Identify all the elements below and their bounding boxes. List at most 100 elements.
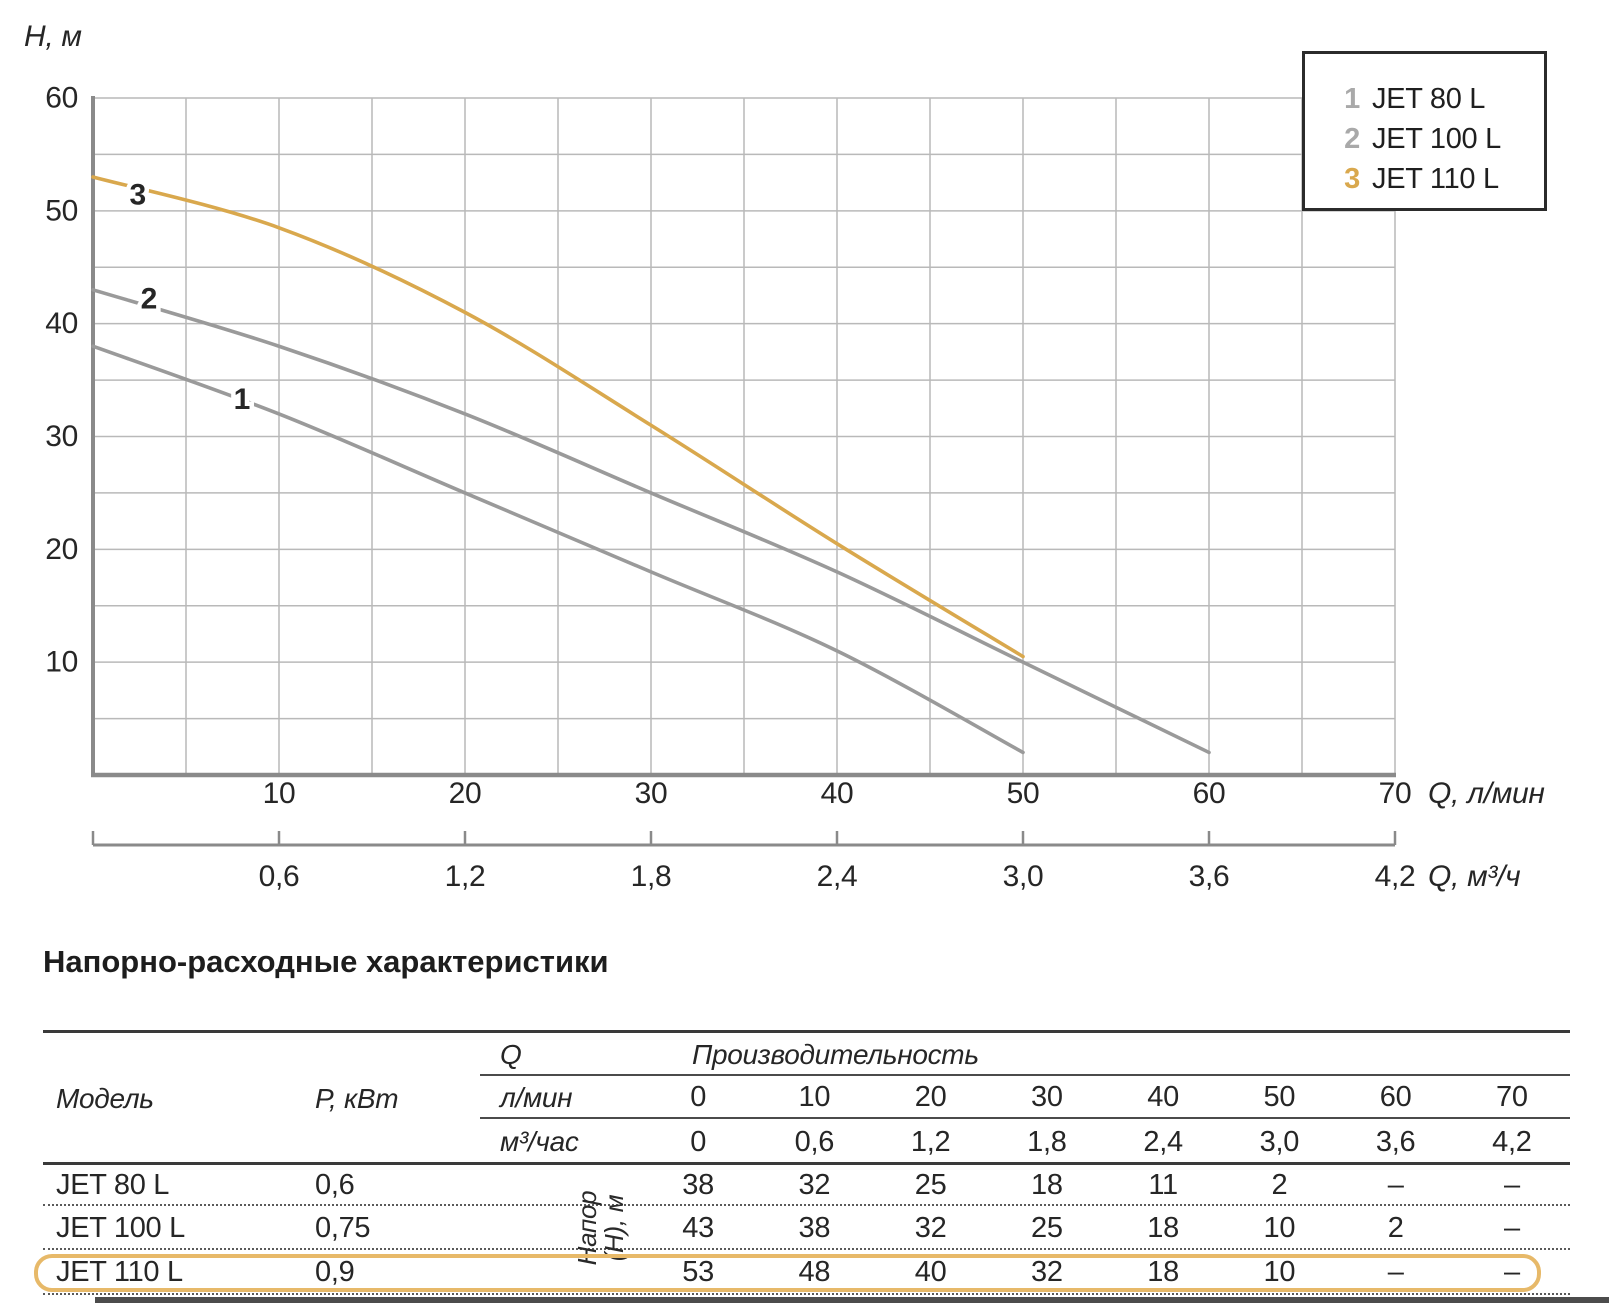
rotated-head-label-line2: (Н), м: [599, 1194, 629, 1262]
header-rule-under-lmin: [480, 1076, 1570, 1119]
y-tick-label: 30: [45, 420, 78, 453]
x-secondary-tick-label: 0,6: [259, 860, 300, 893]
head-value-cell: –: [1503, 1256, 1520, 1288]
lmin-value: 60: [1379, 1081, 1412, 1113]
legend-series-label: JET 80 L: [1372, 83, 1486, 115]
grid-lines: [93, 97, 1396, 775]
y-tick-label: 50: [45, 194, 78, 227]
y-axis-title: Н, м: [24, 20, 82, 53]
y-tick-label: 40: [45, 307, 78, 340]
row-header-m3h: м³/час: [500, 1126, 579, 1157]
model-cell: JET 100 L: [56, 1211, 185, 1244]
lmin-value: 0: [690, 1081, 707, 1113]
x-tick-label: 10: [263, 777, 296, 810]
head-value-cell: –: [1387, 1169, 1404, 1201]
x-tick-label: 30: [635, 777, 668, 810]
x-axis-primary-title: Q, л/мин: [1428, 777, 1545, 810]
col-header-capacity: Производительность: [692, 1038, 979, 1070]
legend-item-jet-80-l: 1 JET 80 L: [1342, 79, 1544, 119]
lmin-value: 10: [798, 1081, 831, 1113]
head-value-cell: 43: [682, 1211, 714, 1244]
legend-series-label: JET 110 L: [1372, 163, 1499, 195]
curve-jet-110-l: [91, 175, 1025, 659]
col-header-q: Q: [500, 1038, 522, 1070]
x-tick-label: 50: [1007, 777, 1040, 810]
head-value-cell: 18: [1147, 1256, 1179, 1288]
x-axis-secondary-title: Q, м³/ч: [1428, 860, 1520, 893]
curve-label-jet-80-l: 1: [234, 383, 250, 416]
head-value-cell: 40: [914, 1256, 947, 1288]
head-value-cell: 38: [682, 1169, 714, 1201]
x-secondary-tick-label: 1,2: [445, 860, 486, 893]
m3h-value: 1,2: [910, 1125, 951, 1158]
head-value-cell: 32: [798, 1169, 831, 1201]
model-cell: JET 110 L: [56, 1256, 183, 1288]
x-secondary-tick-label: 1,8: [631, 860, 672, 893]
model-cell: JET 80 L: [56, 1169, 170, 1201]
x-secondary-tick-label: 3,0: [1003, 860, 1044, 893]
head-value-cell: 2: [1271, 1169, 1288, 1201]
legend-series-number: 1: [1344, 83, 1360, 115]
chart-legend: 1 JET 80 L 2 JET 100 L 3 JET 110 L: [1302, 51, 1547, 211]
lmin-value: 40: [1147, 1081, 1179, 1113]
x-tick-label: 60: [1193, 777, 1226, 810]
m3h-value: 4,2: [1492, 1125, 1532, 1158]
lmin-value: 70: [1496, 1081, 1528, 1113]
head-value-cell: 53: [682, 1256, 714, 1288]
col-header-model: Модель: [56, 1083, 154, 1114]
head-value-cell: 10: [1263, 1211, 1296, 1244]
curve-jet-100-l: [91, 288, 1211, 755]
head-value-cell: –: [1503, 1169, 1520, 1201]
y-tick-label: 60: [45, 82, 78, 115]
m3h-value: 3,6: [1375, 1125, 1416, 1158]
scan-cutoff-band: [95, 1297, 1609, 1303]
head-value-cell: 25: [1031, 1211, 1063, 1244]
table-title: Напорно-расходные характеристики: [43, 944, 609, 979]
col-header-power: Р, кВт: [315, 1083, 399, 1114]
curve-jet-80-l: [91, 344, 1025, 755]
characteristics-table: Напор (Н), м Модель Р, кВт Q Производительн…: [34, 1030, 1570, 1295]
curve-label-jet-110-l: 3: [129, 179, 145, 212]
head-value-cell: 18: [1031, 1169, 1063, 1201]
lmin-value: 30: [1031, 1081, 1063, 1113]
power-cell: 0,6: [315, 1169, 355, 1201]
m3h-value: 2,4: [1143, 1125, 1183, 1158]
head-value-cell: 32: [914, 1211, 947, 1244]
m3h-value: 0: [690, 1125, 707, 1158]
m3h-value: 0,6: [794, 1125, 835, 1158]
head-value-cell: 48: [798, 1256, 831, 1288]
x-secondary-tick-label: 3,6: [1189, 860, 1230, 893]
x-secondary-tick-label: 2,4: [817, 860, 858, 893]
power-cell: 0,75: [315, 1211, 371, 1244]
x-tick-label: 70: [1379, 777, 1412, 810]
head-value-cell: 2: [1387, 1211, 1404, 1244]
header-rule-under-q: [480, 1033, 1570, 1076]
head-value-cell: 25: [914, 1169, 947, 1201]
lmin-value: 50: [1263, 1081, 1296, 1113]
m3h-value: 3,0: [1259, 1125, 1300, 1158]
rotated-head-label: Напор (Н), м: [572, 1163, 629, 1293]
pump-curves-chart: 10 20 30 40 50 60 Н, м 10 20 30 40 50 60 70 Q, л/мин 0,…: [24, 20, 1545, 893]
y-tick-label: 20: [45, 533, 78, 566]
legend-item-jet-100-l: 2 JET 100 L: [1342, 119, 1544, 159]
head-value-cell: 32: [1031, 1256, 1063, 1288]
legend-series-number: 2: [1344, 123, 1360, 155]
head-value-cell: –: [1503, 1211, 1520, 1244]
curve-label-jet-100-l: 2: [141, 282, 157, 315]
secondary-x-axis: [91, 831, 1397, 847]
legend-series-label: JET 100 L: [1372, 123, 1501, 155]
head-value-cell: 18: [1147, 1211, 1179, 1244]
lmin-value: 20: [914, 1081, 947, 1113]
dotted-separator: [43, 1250, 1570, 1295]
legend-item-jet-110-l: 3 JET 110 L: [1342, 159, 1544, 199]
m3h-value: 1,8: [1027, 1125, 1067, 1158]
head-value-cell: 11: [1148, 1169, 1178, 1201]
row-header-lmin: л/мин: [500, 1081, 573, 1113]
axes: [91, 96, 1396, 778]
y-tick-label: 10: [45, 646, 78, 679]
x-secondary-tick-label: 4,2: [1375, 860, 1416, 893]
header-rule-thick: [43, 1119, 1570, 1165]
dotted-separator: [43, 1165, 1570, 1206]
dotted-separator: [43, 1206, 1570, 1250]
head-value-cell: –: [1387, 1256, 1404, 1288]
